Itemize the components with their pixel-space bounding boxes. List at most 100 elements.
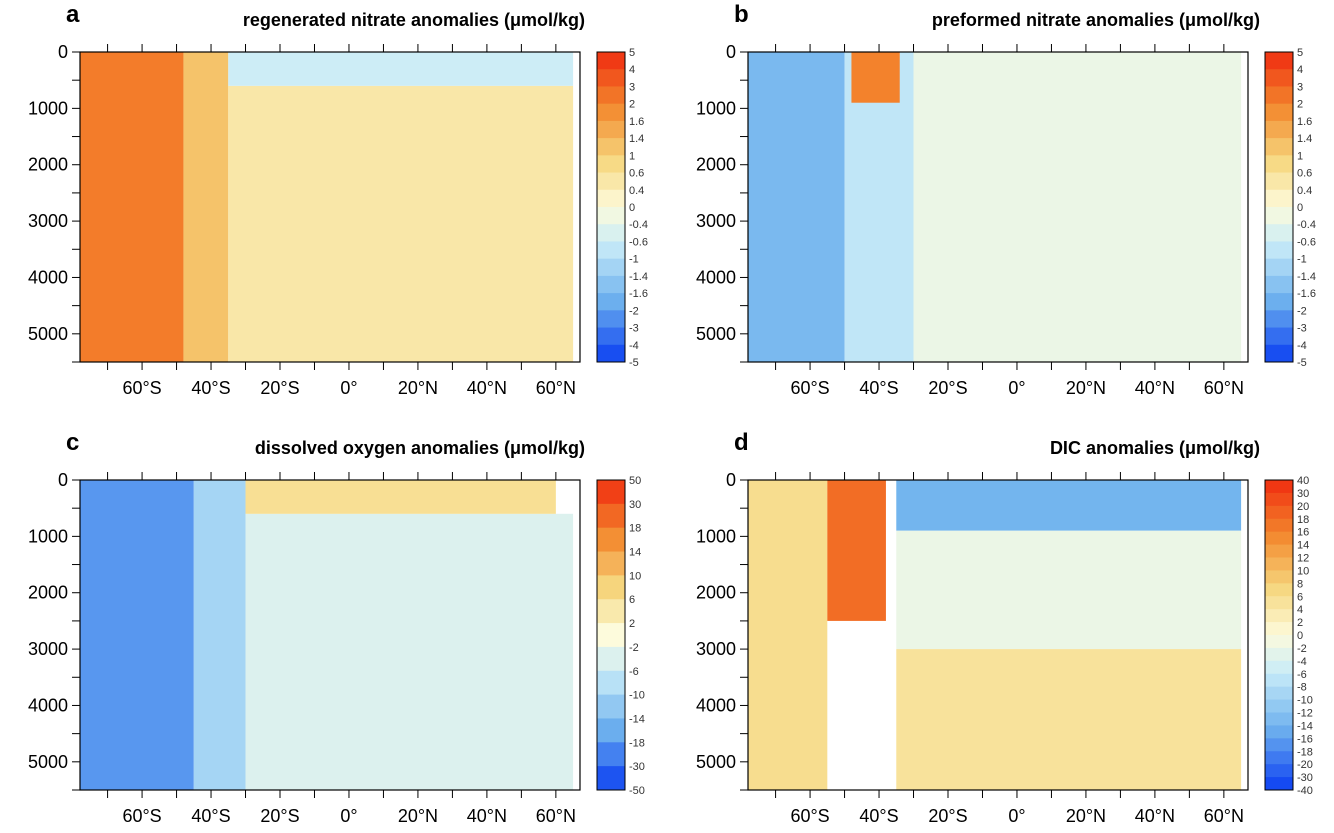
y-tick-label: 4000: [696, 267, 736, 287]
colorbar-segment: [1265, 293, 1293, 311]
colorbar-label: -1.4: [1297, 271, 1316, 283]
colorbar-segment: [1265, 138, 1293, 156]
colorbar-label: 18: [629, 523, 641, 535]
colorbar-segment: [597, 480, 625, 505]
colorbar-segment: [1265, 635, 1293, 649]
x-tick-label: 40°S: [191, 378, 230, 398]
colorbar-label: 30: [1297, 488, 1309, 500]
y-tick-label: 3000: [28, 639, 68, 659]
colorbar-segment: [1265, 764, 1293, 778]
colorbar-segment: [597, 575, 625, 600]
colorbar-label: 14: [629, 547, 641, 559]
colorbar-label: -0.6: [1297, 236, 1316, 248]
colorbar-segment: [597, 646, 625, 672]
x-tick-label: 0°: [1008, 806, 1025, 826]
colorbar-label: -2: [629, 642, 639, 654]
colorbar-label: -1: [629, 254, 639, 266]
colorbar-label: -2: [1297, 643, 1307, 655]
colorbar-label: -3: [629, 323, 639, 335]
colorbar-label: 2: [629, 99, 635, 111]
colorbar-label: -5: [629, 357, 639, 369]
colorbar-label: 0: [1297, 202, 1303, 214]
colorbar-segment: [1265, 327, 1293, 346]
plot-frame: [79, 51, 581, 363]
colorbar-label: -1.4: [629, 271, 648, 283]
colorbar-label: -14: [1297, 720, 1313, 732]
y-tick-label: 2000: [28, 583, 68, 603]
colorbar-segment: [597, 241, 625, 260]
y-tick-label: 4000: [696, 695, 736, 715]
colorbar-segment: [597, 293, 625, 311]
colorbar-label: -16: [1297, 733, 1313, 745]
heatmap-region: [851, 52, 900, 103]
y-tick-label: 0: [58, 470, 68, 490]
panel-title: dissolved oxygen anomalies (μmol/kg): [255, 438, 585, 458]
y-tick-label: 5000: [28, 752, 68, 772]
y-tick-label: 1000: [696, 98, 736, 118]
x-tick-label: 60°N: [1204, 378, 1244, 398]
colorbar-segment: [1265, 583, 1293, 597]
colorbar-label: 16: [1297, 527, 1309, 539]
y-tick-label: 2000: [28, 155, 68, 175]
colorbar-segment: [1265, 673, 1293, 688]
y-tick-label: 4000: [28, 267, 68, 287]
colorbar-segment: [1265, 544, 1293, 558]
colorbar-segment: [1265, 738, 1293, 752]
colorbar-label: 1.4: [1297, 133, 1312, 145]
colorbar-segment: [597, 189, 625, 208]
colorbar-label: 40: [1297, 475, 1309, 487]
colorbar-segment: [1265, 505, 1293, 520]
x-tick-label: 60°S: [790, 378, 829, 398]
colorbar-segment: [1265, 344, 1293, 363]
colorbar-segment: [1265, 52, 1293, 70]
colorbar-segment: [1265, 686, 1293, 701]
x-tick-label: 40°S: [859, 378, 898, 398]
colorbar-label: 10: [629, 570, 641, 582]
colorbar-segment: [1265, 518, 1293, 533]
y-tick-label: 2000: [696, 583, 736, 603]
colorbar-segment: [597, 766, 625, 791]
colorbar-label: 0: [629, 202, 635, 214]
colorbar-segment: [1265, 86, 1293, 105]
heatmap-region: [748, 480, 828, 790]
y-tick-label: 1000: [696, 526, 736, 546]
colorbar-frame: [1264, 479, 1294, 791]
plot-frame: [747, 51, 1249, 363]
colorbar-label: -50: [629, 785, 645, 797]
colorbar-label: 0.6: [629, 168, 644, 180]
heatmap-area: [80, 480, 580, 790]
heatmap-region: [228, 85, 574, 362]
colorbar-segment: [597, 551, 625, 576]
colorbar-label: -40: [1297, 785, 1313, 797]
colorbar-label: 2: [1297, 99, 1303, 111]
colorbar-segment: [1265, 69, 1293, 87]
colorbar-label: 2: [1297, 617, 1303, 629]
colorbar-segment: [1265, 622, 1293, 636]
y-tick-label: 1000: [28, 526, 68, 546]
panel-d: 60°S 40°S 20°S 0° 20°N 40°N 60°N 0 1000 2000 3000 4…: [696, 429, 1313, 826]
colorbar-label: 4: [1297, 604, 1303, 616]
colorbar-segment: [597, 742, 625, 767]
colorbar-segment: [597, 86, 625, 105]
colorbar-segment: [597, 207, 625, 225]
colorbar-label: -3: [1297, 323, 1307, 335]
colorbar-label: 20: [1297, 501, 1309, 513]
colorbar-segment: [1265, 777, 1293, 791]
colorbar-label: 1.4: [629, 133, 644, 145]
colorbar-segment: [597, 310, 625, 329]
colorbar-label: 8: [1297, 578, 1303, 590]
colorbar-segment: [597, 103, 625, 122]
colorbar-label: -10: [1297, 695, 1313, 707]
plot-frame: [747, 479, 1249, 791]
colorbar-label: -2: [629, 305, 639, 317]
colorbar-label: 50: [629, 475, 641, 487]
colorbar-segment: [1265, 155, 1293, 174]
colorbar-segment: [1265, 570, 1293, 584]
colorbar-label: -30: [629, 761, 645, 773]
heatmap-region: [228, 52, 574, 86]
panel-letter: d: [734, 429, 749, 456]
colorbar-segment: [1265, 609, 1293, 623]
colorbar-label: 5: [629, 47, 635, 59]
colorbar-segment: [1265, 492, 1293, 507]
x-tick-label: 20°N: [398, 378, 438, 398]
